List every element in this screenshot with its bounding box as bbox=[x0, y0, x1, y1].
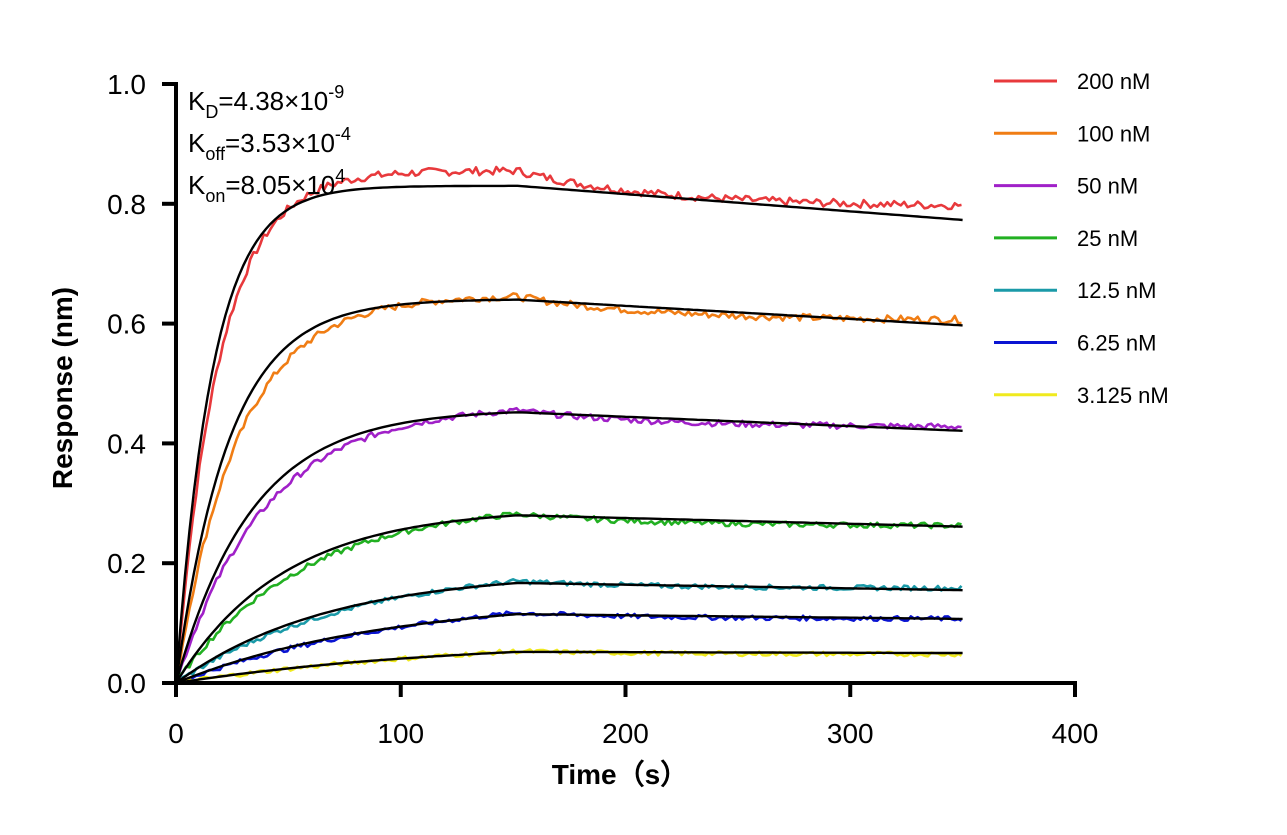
legend-label-3: 25 nM bbox=[1077, 226, 1138, 251]
annotation-kon: Kon=8.05×104 bbox=[188, 166, 345, 206]
series-line-0 bbox=[174, 165, 962, 684]
y-tick-label-2: 0.4 bbox=[107, 428, 146, 459]
kd-exp: -9 bbox=[328, 82, 344, 102]
legend-label-6: 3.125 nM bbox=[1077, 383, 1169, 408]
kd-main: K bbox=[188, 86, 206, 116]
x-tick-label-1: 100 bbox=[377, 718, 424, 749]
y-tick-label-0: 0.0 bbox=[107, 668, 146, 699]
x-ticks-group: 0 100 200 300 400 bbox=[168, 683, 1098, 749]
annotation-kd: KD=4.38×10-9 bbox=[188, 82, 344, 122]
legend-label-4: 12.5 nM bbox=[1077, 278, 1157, 303]
koff-value: =3.53×10 bbox=[225, 128, 335, 158]
y-axis-title: Response (nm) bbox=[47, 287, 78, 489]
kon-main: K bbox=[188, 170, 206, 200]
plot-fit-group bbox=[174, 184, 963, 685]
y-ticks-group: 0.0 0.2 0.4 0.6 0.8 1.0 bbox=[107, 69, 176, 699]
fit-line-3 bbox=[174, 514, 963, 684]
series-line-2 bbox=[174, 406, 962, 684]
kon-exp: 4 bbox=[335, 166, 345, 186]
koff-main: K bbox=[188, 128, 206, 158]
annotation-koff: Koff=3.53×10-4 bbox=[188, 124, 351, 164]
fit-line-1 bbox=[174, 298, 963, 684]
y-tick-label-4: 0.8 bbox=[107, 189, 146, 220]
kd-value: =4.38×10 bbox=[218, 86, 328, 116]
y-tick-label-1: 0.2 bbox=[107, 548, 146, 579]
x-tick-label-4: 400 bbox=[1052, 718, 1099, 749]
legend-label-0: 200 nM bbox=[1077, 69, 1150, 94]
x-tick-label-3: 300 bbox=[827, 718, 874, 749]
series-line-3 bbox=[174, 511, 962, 684]
legend: 200 nM 100 nM 50 nM 25 nM 12.5 nM 6.25 nM 3.12… bbox=[994, 69, 1169, 408]
koff-exp: -4 bbox=[335, 124, 351, 144]
fit-line-2 bbox=[174, 411, 963, 684]
legend-label-2: 50 nM bbox=[1077, 174, 1138, 199]
fit-line-5 bbox=[175, 612, 963, 685]
fit-line-4 bbox=[175, 581, 963, 684]
legend-label-5: 6.25 nM bbox=[1077, 331, 1157, 356]
kon-value: =8.05×10 bbox=[225, 170, 335, 200]
koff-sub: off bbox=[205, 144, 226, 164]
x-tick-label-0: 0 bbox=[168, 718, 184, 749]
y-tick-label-5: 1.0 bbox=[107, 69, 146, 100]
series-line-6 bbox=[175, 648, 963, 684]
fit-line-6 bbox=[175, 650, 963, 685]
fit-line-0 bbox=[174, 184, 963, 684]
kd-sub: D bbox=[205, 102, 218, 122]
legend-label-1: 100 nM bbox=[1077, 121, 1150, 146]
x-axis-title: Time（s） bbox=[552, 758, 688, 790]
kon-sub: on bbox=[205, 186, 225, 206]
y-tick-label-3: 0.6 bbox=[107, 309, 146, 340]
x-tick-label-2: 200 bbox=[602, 718, 649, 749]
